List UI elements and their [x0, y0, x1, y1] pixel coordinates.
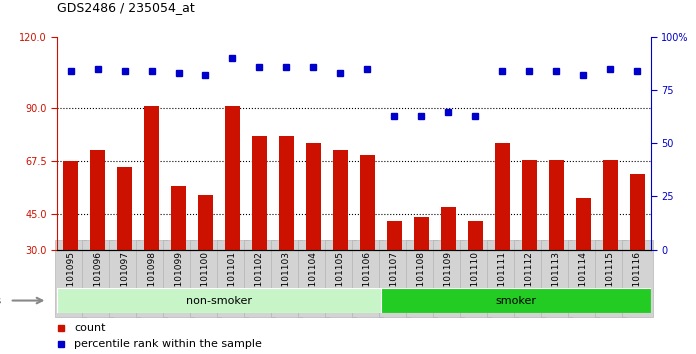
Bar [360, 155, 375, 250]
Bar [279, 136, 294, 250]
Bar [576, 198, 591, 250]
Bar [171, 186, 186, 250]
Bar [63, 161, 78, 250]
Text: non-smoker: non-smoker [186, 296, 252, 306]
Bar [495, 143, 509, 250]
Bar [468, 221, 483, 250]
Bar [144, 105, 159, 250]
Text: stress: stress [0, 296, 1, 306]
Bar [306, 143, 321, 250]
Bar [387, 221, 402, 250]
Text: smoker: smoker [496, 296, 537, 306]
Bar [381, 288, 651, 313]
Text: percentile rank within the sample: percentile rank within the sample [74, 339, 262, 349]
Bar [333, 150, 348, 250]
Bar [225, 105, 240, 250]
Bar [522, 160, 537, 250]
Bar [549, 160, 564, 250]
Bar [441, 207, 456, 250]
Text: GDS2486 / 235054_at: GDS2486 / 235054_at [57, 1, 195, 14]
Bar [117, 167, 132, 250]
Bar [630, 174, 644, 250]
Bar [90, 150, 105, 250]
Text: count: count [74, 322, 106, 332]
Bar [57, 288, 381, 313]
Bar [603, 160, 618, 250]
Bar [414, 217, 429, 250]
Bar [198, 195, 213, 250]
Bar [252, 136, 267, 250]
